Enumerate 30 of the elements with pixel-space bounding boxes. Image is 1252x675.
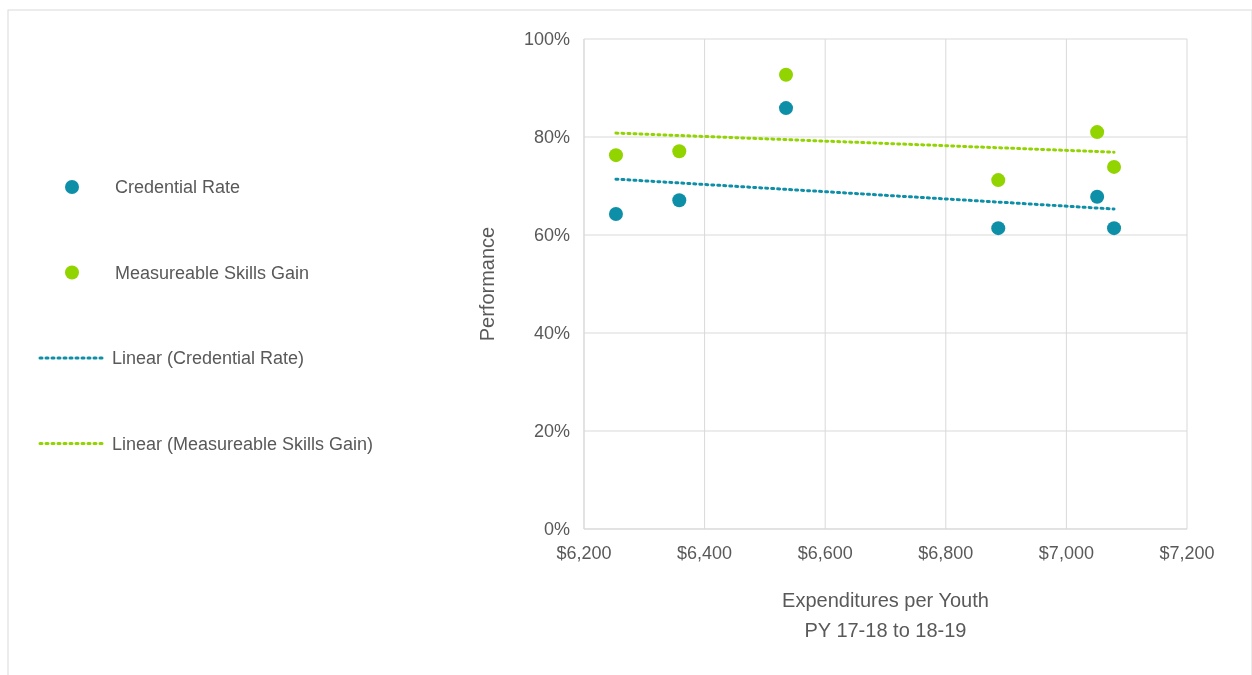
point — [672, 193, 687, 208]
point — [1107, 159, 1122, 174]
point — [779, 67, 794, 82]
y-tick-label: 0% — [543, 519, 570, 540]
point — [779, 101, 794, 116]
y-tick-label: 40% — [533, 323, 570, 344]
x-axis-title: Expenditures per Youth PY 17-18 to 18-19 — [782, 589, 989, 641]
legend-label: Credential Rate — [115, 177, 241, 198]
legend-label: Linear (Measureable Skills Gain) — [112, 433, 374, 454]
point — [991, 221, 1006, 236]
point — [1090, 125, 1105, 140]
x-tick-label: $7,200 — [1159, 543, 1215, 563]
y-axis-title: Performance — [476, 226, 498, 342]
x-tick-label: $6,200 — [556, 543, 612, 563]
x-tick-label: $6,400 — [677, 543, 733, 563]
point — [991, 173, 1006, 188]
x-tick-label: $7,000 — [1038, 543, 1094, 563]
legend-label: Linear (Credential Rate) — [112, 348, 305, 369]
point — [1107, 221, 1122, 236]
legend-label: Measureable Skills Gain — [115, 262, 310, 283]
y-tick-label: 100% — [523, 29, 570, 50]
y-tick-label: 20% — [533, 421, 570, 442]
point — [608, 148, 623, 163]
point — [608, 206, 623, 221]
point — [672, 144, 687, 159]
y-tick-label: 80% — [533, 127, 570, 148]
point — [1090, 189, 1105, 204]
y-tick-label: 60% — [533, 225, 570, 246]
x-tick-label: $6,600 — [797, 543, 853, 563]
x-tick-label: $6,800 — [918, 543, 974, 563]
